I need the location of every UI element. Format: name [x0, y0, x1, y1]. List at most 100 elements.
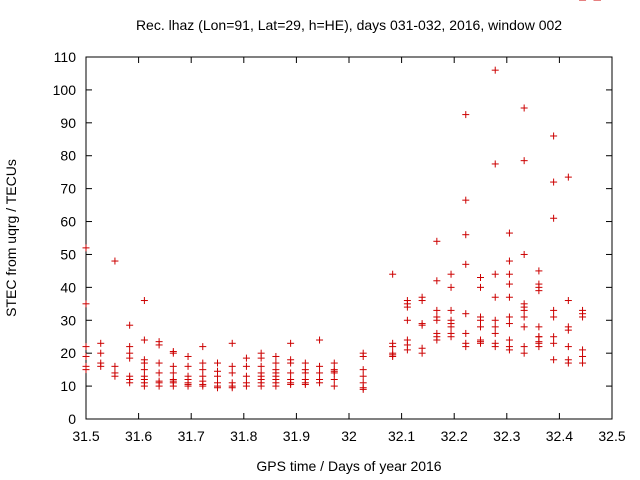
x-tick-label: 31.6: [125, 428, 152, 444]
data-point: [520, 313, 528, 321]
data-point: [359, 385, 367, 393]
data-point: [462, 260, 470, 268]
data-point: [403, 316, 411, 324]
data-point: [257, 362, 265, 370]
data-point: [287, 369, 295, 377]
data-point: [564, 173, 572, 181]
data-point: [550, 132, 558, 140]
data-point: [433, 277, 441, 285]
data-point: [520, 343, 528, 351]
x-tick-label: 32.1: [388, 428, 415, 444]
data-point: [257, 382, 265, 390]
data-point: [505, 257, 513, 265]
data-point: [82, 300, 90, 308]
x-tick-label: 31.5: [72, 428, 99, 444]
data-point: [97, 362, 105, 370]
data-point: [214, 372, 221, 380]
x-axis-label: GPS time / Days of year 2016: [256, 458, 441, 474]
data-point: [389, 352, 397, 360]
data-point: [491, 329, 499, 337]
data-point: [82, 352, 90, 360]
data-point: [82, 343, 90, 351]
data-point: [550, 306, 558, 314]
data-point: [505, 313, 513, 321]
data-point: [505, 346, 513, 354]
data-point: [301, 359, 309, 367]
data-point: [579, 352, 587, 360]
data-point: [316, 369, 324, 377]
data-point: [491, 316, 499, 324]
data-point: [228, 339, 236, 347]
data-point: [520, 157, 528, 165]
data-point: [228, 384, 236, 392]
data-point: [140, 359, 148, 367]
data-point: [140, 366, 148, 374]
data-point: [477, 339, 484, 347]
data-point: [359, 372, 367, 380]
data-point: [82, 244, 90, 252]
data-point: [316, 379, 324, 387]
data-point: [316, 336, 324, 344]
data-point: [447, 333, 455, 341]
data-point: [97, 349, 105, 357]
data-point: [520, 250, 528, 258]
data-point: [214, 359, 221, 367]
x-tick-label: 31.8: [230, 428, 257, 444]
data-point: [520, 323, 528, 331]
data-point: [418, 297, 426, 305]
data-point: [228, 362, 236, 370]
data-point: [520, 349, 528, 357]
y-tick-label: 80: [60, 148, 76, 164]
y-axis-label: STEC from uqrg / TECUs: [3, 159, 19, 317]
data-point: [564, 297, 572, 305]
data-point: [505, 280, 513, 288]
data-point: [535, 343, 543, 351]
data-point: [462, 343, 470, 351]
data-point: [242, 372, 250, 380]
x-tick-label: 31.9: [283, 428, 310, 444]
data-point: [433, 336, 441, 344]
data-point: [477, 273, 484, 281]
data-point: [301, 369, 309, 377]
data-point: [505, 293, 513, 301]
data-point: [111, 257, 119, 265]
y-tick-label: 60: [60, 214, 76, 230]
data-point: [403, 303, 411, 311]
data-point: [462, 310, 470, 318]
data-point: [550, 214, 558, 222]
data-point: [199, 343, 207, 351]
data-point: [520, 104, 528, 112]
data-point: [330, 359, 338, 367]
data-point: [491, 66, 499, 74]
plot-frame: [85, 56, 613, 420]
y-tick-label: 10: [60, 378, 76, 394]
data-point: [330, 369, 338, 377]
data-point: [550, 313, 558, 321]
data-point: [505, 336, 513, 344]
data-point: [505, 229, 513, 237]
x-tick-label: 32.4: [546, 428, 573, 444]
y-tick-label: 50: [60, 246, 76, 262]
data-point: [184, 382, 192, 390]
data-point: [447, 270, 455, 278]
data-point: [242, 382, 250, 390]
y-tick-label: 70: [60, 181, 76, 197]
data-point: [550, 178, 558, 186]
data-point: [316, 362, 324, 370]
data-point: [97, 339, 105, 347]
y-tick-label: 20: [60, 345, 76, 361]
data-point: [359, 352, 367, 360]
data-point: [111, 362, 119, 370]
data-point: [126, 379, 134, 387]
data-point: [169, 369, 177, 377]
data-point: [491, 323, 499, 331]
data-point: [535, 323, 543, 331]
x-tick-label: 32.3: [493, 428, 520, 444]
data-point: [155, 382, 163, 390]
data-point: [550, 333, 558, 341]
data-point: [257, 354, 265, 362]
data-point: [462, 111, 470, 119]
data-point: [477, 283, 484, 291]
data-point: [287, 380, 295, 388]
